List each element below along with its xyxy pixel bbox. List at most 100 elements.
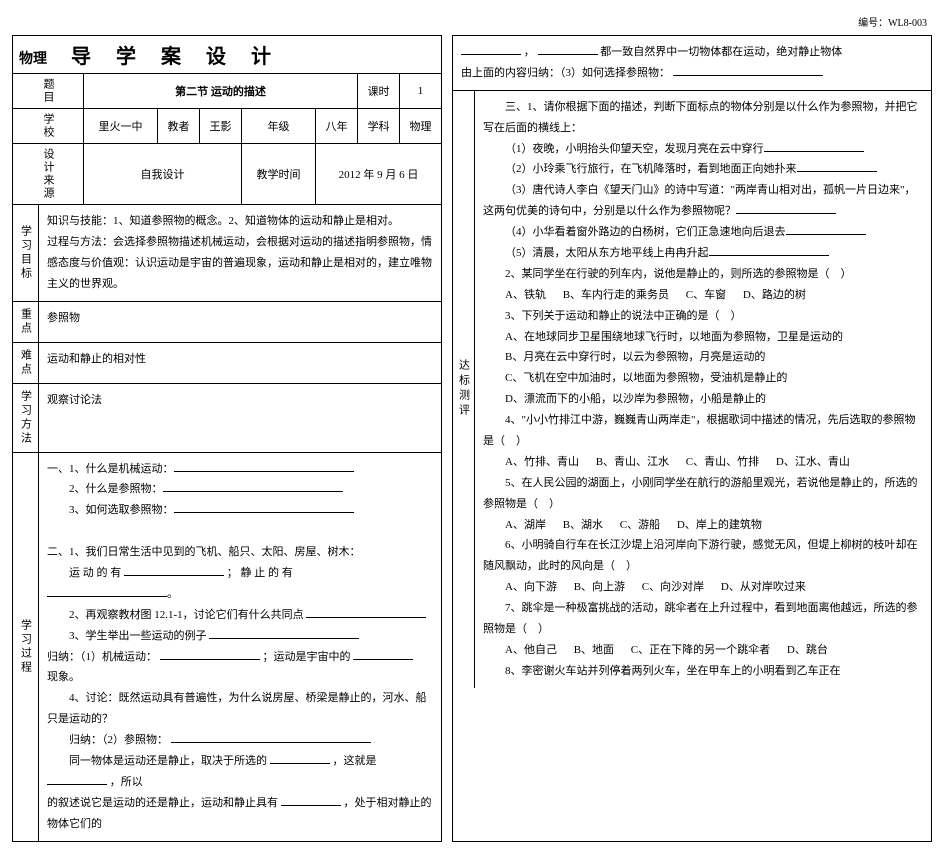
t7B: B、地面 [574,644,614,656]
t6D: D、从对岸吹过来 [721,581,806,593]
t8: 8、李密谢火车站并列停着两列火车，坐在甲车上的小明看到乙车正在 [483,661,923,682]
diff-row: 难点 运动和静止的相对性 [13,343,441,384]
blank [673,64,823,76]
t6-opts: A、向下游 B、向上游 C、向沙对岸 D、从对岸吹过来 [483,577,923,598]
title-row: 物理 导 学 案 设 计 [13,36,441,74]
main-title: 导 学 案 设 计 [71,40,281,69]
subject-label-2: 学科 [358,109,400,144]
left-column: 物理 导 学 案 设 计 题目 第二节 运动的描述 课时 1 学校 里火一中 教… [12,35,442,842]
goal-text2: 过程与方法：会选择参照物描述机械运动，会根据对运动的描述指明参照物，情感态度与价… [47,232,433,295]
t5-opts: A、湖岸 B、湖水 C、游船 D、岸上的建筑物 [483,515,923,536]
blank [764,140,864,152]
t5A: A、湖岸 [505,519,546,531]
blank [124,564,224,576]
blank [47,585,167,597]
p2h-b: ，这就是 [333,755,377,767]
p2i-a: 的叙述说它是运动的还是静止，运动和静止具有 [47,797,278,809]
right-content: 三、1、请你根据下面的描述，判断下面标点的物体分别是以什么作为参照物，并把它写在… [475,91,931,688]
diff-body: 运动和静止的相对性 [39,343,441,383]
time-value: 2012 年 9 月 6 日 [316,144,442,205]
t2C: C、车窗 [686,289,726,301]
t5D: D、岸上的建筑物 [677,519,762,531]
goal-text1: 知识与技能：1、知道参照物的概念。2、知道物体的运动和静止是相对。 [47,211,433,232]
grade-value: 八年 [316,109,358,144]
blank [786,223,866,235]
p1-3: 3、如何选取参照物： [69,504,174,516]
t2: 2、某同学坐在行驶的列车内，说他是静止的，则所选的参照物是（ ） [483,264,923,285]
t3A: A、在地球同步卫星围绕地球飞行时，以地面为参照物，卫星是运动的 [483,327,923,348]
q-intro: 三、1、请你根据下面的描述，判断下面标点的物体分别是以什么作为参照物，并把它写在… [483,97,923,139]
blank [163,480,343,492]
blank [270,752,330,764]
school-label: 学校 [13,109,84,144]
goal-body: 知识与技能：1、知道参照物的概念。2、知道物体的运动和静止是相对。 过程与方法：… [39,205,441,301]
teacher-label: 教者 [157,109,199,144]
q3a: （3）唐代诗人李白《望天门山》的诗中写道："两岸青山相对出，孤帆一片日边来"，这… [483,184,915,217]
t4B: B、青山、江水 [596,456,669,468]
method-body: 观察讨论法 [39,384,441,452]
method-label: 学习方法 [13,384,39,452]
meta-table: 题目 第二节 运动的描述 课时 1 学校 里火一中 教者 王影 年级 八年 学科… [13,74,441,205]
p2b-b: ； 静 止 的 有 [227,567,293,579]
p2g: 归纳：（2）参照物： [69,734,168,746]
t6a: 6、小明骑自行车在长江沙堤上沿河岸向下游行驶，感觉无风，但堤上柳树的枝叶却在随风… [483,535,923,577]
q4: （4）小华看着窗外路边的白杨树，它们正急速地向后退去 [505,226,786,238]
t6C: C、向沙对岸 [642,581,704,593]
source-value: 自我设计 [84,144,242,205]
teacher-value: 王影 [200,109,242,144]
key-row: 重点 参照物 [13,302,441,343]
p2e: 归纳：（1）机械运动： [47,651,157,663]
school-value: 里火一中 [84,109,158,144]
t6B: B、向上游 [574,581,625,593]
t5a: 5、在人民公园的湖面上，小刚同学坐在航行的游船里观光，若说他是静止的，所选的参照… [483,473,923,515]
t4a: 4、"小小竹排江中游，巍巍青山两岸走"，根据歌词中描述的情况，先后选取的参照物是… [483,410,923,452]
p1-2: 2、什么是参照物： [69,483,163,495]
t4-opts: A、竹排、青山 B、青山、江水 C、青山、竹排 D、江水、青山 [483,452,923,473]
t4C: C、青山、竹排 [686,456,759,468]
blank [160,648,260,660]
blank [797,160,877,172]
t4D: D、江水、青山 [776,456,850,468]
method-row: 学习方法 观察讨论法 [13,384,441,453]
t2-opts: A、铁轨 B、车内行走的乘务员 C、车窗 D、路边的树 [483,285,923,306]
topic-value: 第二节 运动的描述 [84,74,358,109]
right-top: ， 都一致自然界中一切物体都在运动，绝对静止物体 由上面的内容归纳：（3）如何选… [453,36,931,91]
class-hours-value: 1 [400,74,441,109]
process-body: 一、1、什么是机械运动： 2、什么是参照物： 3、如何选取参照物： 二、1、我们… [39,453,441,841]
top2: 由上面的内容归纳：（3）如何选择参照物： [461,67,670,79]
t3B: B、月亮在云中穿行时，以云为参照物，月亮是运动的 [483,347,923,368]
t4A: A、竹排、青山 [505,456,579,468]
t7C: C、正在下降的另一个跳伞者 [631,644,770,656]
blank [281,794,341,806]
t7a: 7、跳伞是一种极富挑战的活动，跳伞者在上升过程中，看到地面离他越远，所选的参照物… [483,598,923,640]
t2D: D、路边的树 [743,289,806,301]
test-label: 达标测评 [453,91,475,688]
p2e2: ；运动是宇宙中的 [263,651,351,663]
blank [47,773,107,785]
top1b: 都一致自然界中一切物体都在运动，绝对静止物体 [600,46,842,58]
t2B: B、车内行走的乘务员 [563,289,669,301]
p2a: 二、1、我们日常生活中见到的飞机、船只、太阳、房屋、树木： [47,542,433,563]
q1: （1）夜晚，小明抬头仰望天空，发现月亮在云中穿行 [505,143,764,155]
process-label: 学习过程 [13,453,39,841]
top1a: ， [524,46,535,58]
blank [174,460,354,472]
blank [709,244,829,256]
p2c: 2、再观察教材图 12.1-1，讨论它们有什么共同点 [69,609,304,621]
blank [461,43,521,55]
t5C: C、游船 [620,519,660,531]
process-row: 学习过程 一、1、什么是机械运动： 2、什么是参照物： 3、如何选取参照物： 二… [13,453,441,841]
subject-value: 物理 [400,109,441,144]
p2d: 3、学生举出一些运动的例子 [69,630,207,642]
subject-label: 物理 [19,48,47,68]
t5B: B、湖水 [563,519,603,531]
diff-label: 难点 [13,343,39,383]
blank [736,202,836,214]
right-column: ， 都一致自然界中一切物体都在运动，绝对静止物体 由上面的内容归纳：（3）如何选… [452,35,932,842]
q2: （2）小玲乘飞行旅行，在飞机降落时，看到地面正向她扑来 [505,163,797,175]
blank [538,43,598,55]
page-container: 物理 导 学 案 设 计 题目 第二节 运动的描述 课时 1 学校 里火一中 教… [12,35,933,842]
blank [209,627,359,639]
p2h-c: ，所以 [110,776,143,788]
t2A: A、铁轨 [505,289,546,301]
